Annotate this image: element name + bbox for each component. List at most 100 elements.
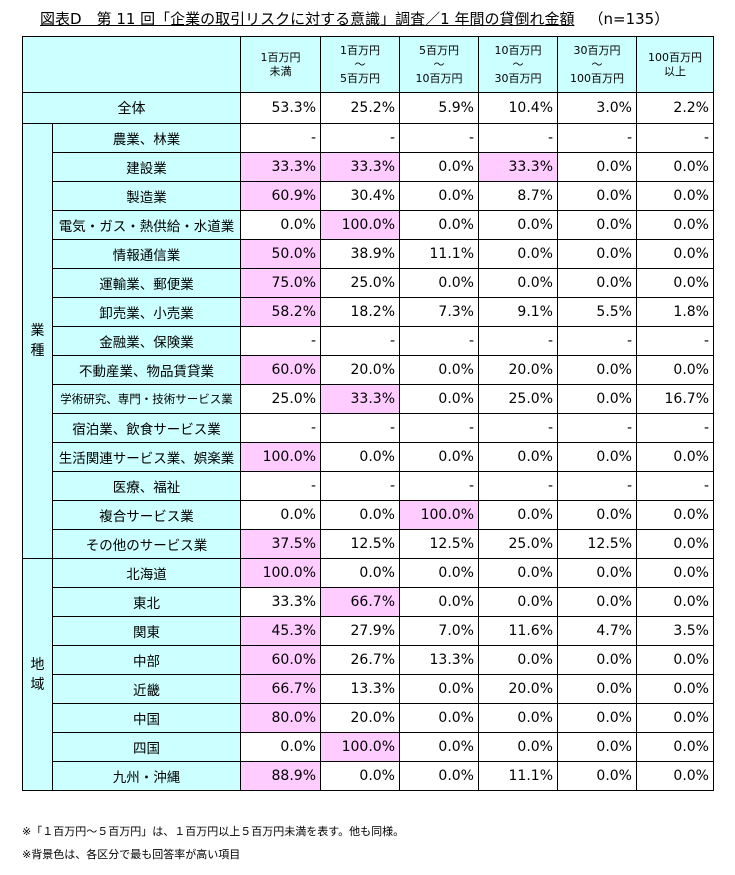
cell-value: 25.0% [320, 268, 400, 298]
cell-value: 0.0% [636, 732, 714, 762]
cell-value: 26.7% [320, 645, 400, 675]
cell-value: 0.0% [478, 210, 558, 240]
table-row: 九州・沖縄 88.9% 0.0% 0.0% 11.1% 0.0% 0.0% [23, 761, 714, 791]
cell-value: 33.3% [320, 384, 400, 414]
table-row: 東北 33.3% 66.7% 0.0% 0.0% 0.0% 0.0% [23, 587, 714, 617]
table-row: 電気・ガス・熱供給・水道業 0.0% 100.0% 0.0% 0.0% 0.0% 0.0% [23, 210, 714, 240]
cell-value: 75.0% [240, 268, 321, 298]
row-label: 生活関連サービス業、娯楽業 [52, 442, 241, 472]
cell-value: 0.0% [478, 268, 558, 298]
cell-value: - [399, 471, 479, 501]
cell-value: 12.5% [320, 529, 400, 559]
cell-value: - [478, 413, 558, 443]
group-label: 業 種 [22, 123, 53, 559]
cell-value: 0.0% [636, 268, 714, 298]
table-row: 地 域北海道 100.0% 0.0% 0.0% 0.0% 0.0% 0.0% [22, 558, 714, 791]
cell-value: 100.0% [240, 558, 321, 588]
total-row: 全体 53.3% 25.2% 5.9% 10.4% 3.0% 2.2% [22, 92, 714, 124]
col-header: 5百万円 ～ 10百万円 [399, 36, 479, 93]
cell-value: 0.0% [557, 500, 637, 530]
cell-value: 5.5% [557, 297, 637, 327]
table-row: 宿泊業、飲食サービス業 - - - - - - [23, 413, 714, 443]
cell-value: 7.3% [399, 297, 479, 327]
cell-value: 66.7% [240, 674, 321, 704]
cell-value: - [240, 326, 321, 356]
cell-value: 12.5% [557, 529, 637, 559]
cell-value: 0.0% [557, 152, 637, 182]
cell-value: 13.3% [320, 674, 400, 704]
cell-value: 27.9% [320, 616, 400, 646]
cell-value: 13.3% [399, 645, 479, 675]
cell-value: - [399, 413, 479, 443]
cell-value: 0.0% [636, 152, 714, 182]
cell-value: 0.0% [478, 703, 558, 733]
row-label: 中部 [52, 645, 241, 675]
table-row: 業 種農業、林業 - - - - - - [22, 123, 714, 559]
cell-value: 58.2% [240, 297, 321, 327]
row-label: 北海道 [52, 558, 241, 588]
row-label: 情報通信業 [52, 239, 241, 269]
cell-value: 0.0% [557, 703, 637, 733]
cell-value: 38.9% [320, 239, 400, 269]
cell-value: 0.0% [478, 239, 558, 269]
row-label: 運輸業、郵便業 [52, 268, 241, 298]
cell-value: - [240, 123, 321, 153]
cell-value: 0.0% [399, 442, 479, 472]
cell-value: 0.0% [636, 674, 714, 704]
col-header: 10百万円 ～ 30百万円 [478, 36, 558, 93]
row-label: 不動産業、物品賃貸業 [52, 355, 241, 385]
cell-value: 0.0% [636, 239, 714, 269]
cell-value: 16.7% [636, 384, 714, 414]
cell-value: 30.4% [320, 181, 400, 211]
table-row: 不動産業、物品賃貸業 60.0% 20.0% 0.0% 20.0% 0.0% 0.0% [23, 355, 714, 385]
table-title: 図表D 第 11 回「企業の取引リスクに対する意識」調査／1 年間の貸倒れ金額 （… [40, 8, 669, 29]
cell-value: 0.0% [240, 210, 321, 240]
table-row: 関東 45.3% 27.9% 7.0% 11.6% 4.7% 3.5% [23, 616, 714, 646]
cell-value: 0.0% [636, 529, 714, 559]
cell-value: 0.0% [320, 442, 400, 472]
cell-value: - [557, 123, 637, 153]
cell-value: 20.0% [478, 674, 558, 704]
cell-value: 18.2% [320, 297, 400, 327]
header-row: 1百万円 未満 1百万円 ～ 5百万円 5百万円 ～ 10百万円 10百万円 ～… [22, 36, 714, 93]
cell-value: 0.0% [636, 761, 714, 791]
row-label: 卸売業、小売業 [52, 297, 241, 327]
cell-value: 88.9% [240, 761, 321, 791]
cell-value: 10.4% [478, 92, 558, 124]
row-label: 電気・ガス・熱供給・水道業 [52, 210, 241, 240]
cell-value: 0.0% [636, 500, 714, 530]
cell-value: 37.5% [240, 529, 321, 559]
cell-value: 0.0% [478, 442, 558, 472]
cell-value: - [320, 413, 400, 443]
table-row: 情報通信業 50.0% 38.9% 11.1% 0.0% 0.0% 0.0% [23, 239, 714, 269]
cell-value: 45.3% [240, 616, 321, 646]
row-label: 金融業、保険業 [52, 326, 241, 356]
cell-value: 33.3% [240, 152, 321, 182]
col-header: 30百万円 ～ 100百万円 [557, 36, 637, 93]
cell-value: 25.0% [478, 384, 558, 414]
header-corner [22, 36, 241, 93]
cell-value: - [636, 471, 714, 501]
note-range: ※「１百万円～５百万円」は、１百万円以上５百万円未満を表す。他も同様。 [22, 825, 405, 838]
cell-value: 11.1% [478, 761, 558, 791]
table-row: 医療、福祉 - - - - - - [23, 471, 714, 501]
cell-value: 4.7% [557, 616, 637, 646]
row-label: 学術研究、専門・技術サービス業 [52, 384, 241, 414]
cell-value: - [320, 326, 400, 356]
cell-value: 0.0% [478, 500, 558, 530]
cell-value: 0.0% [399, 152, 479, 182]
cell-value: 80.0% [240, 703, 321, 733]
cell-value: 2.2% [636, 92, 714, 124]
cell-value: - [240, 471, 321, 501]
row-label: 建設業 [52, 152, 241, 182]
bad-debt-table: 1百万円 未満 1百万円 ～ 5百万円 5百万円 ～ 10百万円 10百万円 ～… [22, 36, 714, 791]
table-row: 中部 60.0% 26.7% 13.3% 0.0% 0.0% 0.0% [23, 645, 714, 675]
cell-value: - [557, 471, 637, 501]
cell-value: 0.0% [557, 587, 637, 617]
title-label: 図表D 第 11 回「企業の取引リスクに対する意識」調査／1 年間の貸倒れ金額 [40, 10, 575, 28]
row-label: 関東 [52, 616, 241, 646]
cell-value: 9.1% [478, 297, 558, 327]
cell-value: 8.7% [478, 181, 558, 211]
cell-value: 3.0% [557, 92, 637, 124]
cell-value: 25.2% [320, 92, 400, 124]
